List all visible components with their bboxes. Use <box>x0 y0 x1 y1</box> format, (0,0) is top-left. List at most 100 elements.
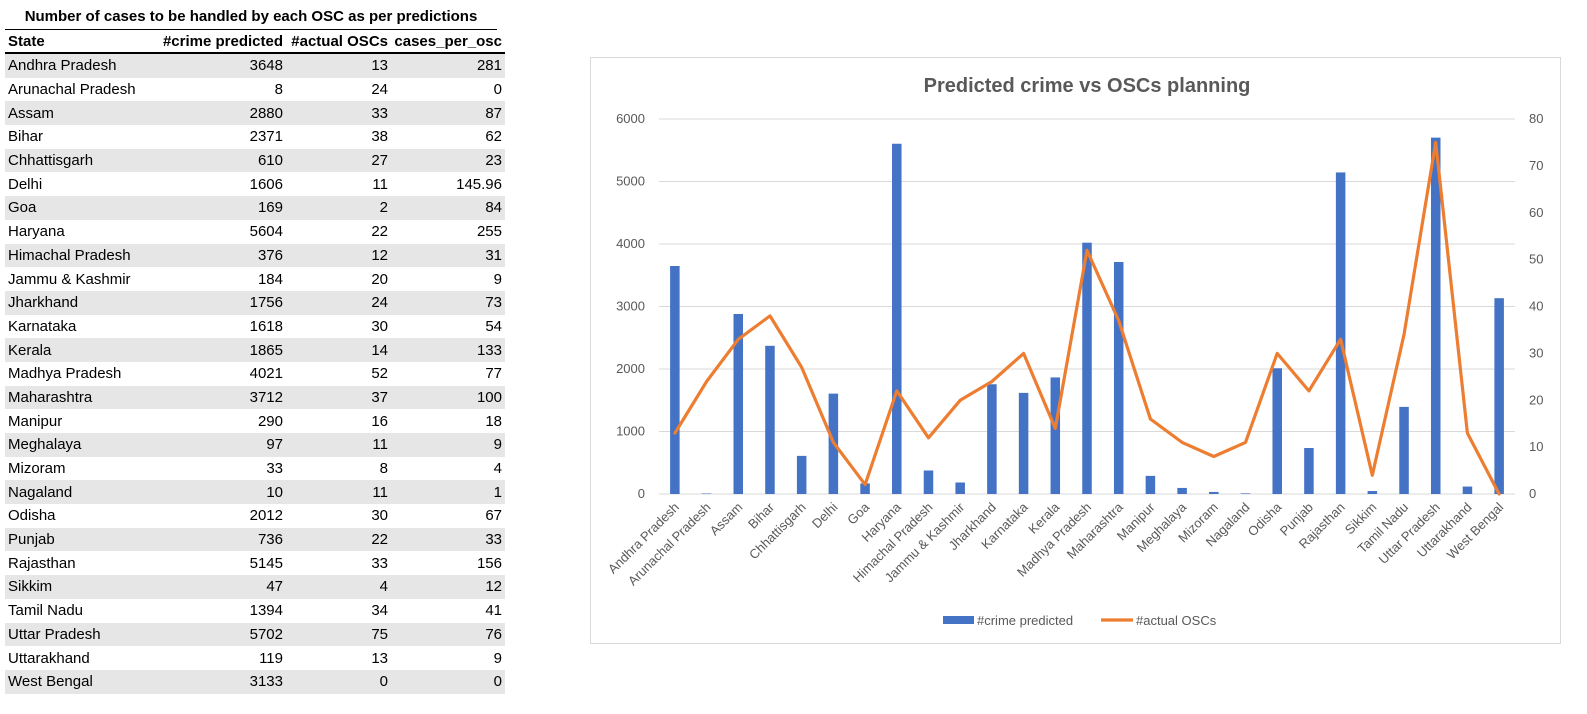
cell-cases-per-osc: 18 <box>485 412 502 430</box>
table-row: Mizoram 33 8 4 <box>5 457 505 481</box>
cell-crime-predicted: 290 <box>257 412 283 430</box>
cell-actual-oscs: 52 <box>371 365 388 383</box>
table-row: Meghalaya 97 11 9 <box>5 433 505 457</box>
cell-cases-per-osc: 4 <box>493 460 502 478</box>
cases-table: State #crime predicted #actual OSCs case… <box>5 30 505 694</box>
cell-state: Rajasthan <box>8 554 76 572</box>
cell-crime-predicted: 2371 <box>249 128 283 146</box>
table-row: Delhi 1606 11 145.96 <box>5 172 505 196</box>
y2-axis-tick-label: 20 <box>1529 392 1543 407</box>
cell-crime-predicted: 97 <box>152 433 286 457</box>
y-axis-tick-label: 2000 <box>616 361 645 376</box>
cell-crime-predicted: 3712 <box>152 385 286 410</box>
cell-cases-per-osc: 12 <box>391 575 505 599</box>
cell-cases-per-osc: 9 <box>391 433 505 457</box>
cell-crime-predicted: 119 <box>259 649 283 667</box>
cell-state: Uttarakhand <box>8 649 90 667</box>
y-axis-tick-label: 5000 <box>616 174 645 189</box>
cell-crime-predicted: 1756 <box>152 290 286 315</box>
cell-state: Madhya Pradesh <box>8 365 122 383</box>
cell-state: Haryana <box>8 223 65 241</box>
table-title: Number of cases to be handled by each OS… <box>5 5 497 30</box>
bar <box>1494 298 1504 494</box>
cell-actual-oscs: 12 <box>286 243 391 268</box>
cell-actual-oscs: 34 <box>371 602 388 620</box>
y2-axis-tick-label: 60 <box>1529 205 1543 220</box>
bar <box>733 314 744 494</box>
cell-cases-per-osc: 76 <box>391 622 505 647</box>
table-row: Uttarakhand 119 13 9 <box>5 646 505 670</box>
cell-state: Goa <box>5 196 152 220</box>
bar <box>670 266 680 494</box>
cell-cases-per-osc: 133 <box>391 338 505 362</box>
line-series <box>673 140 1501 496</box>
bar <box>955 482 965 494</box>
chart-title: Predicted crime vs OSCs planning <box>924 75 1251 97</box>
cell-actual-oscs: 11 <box>286 433 391 457</box>
cell-actual-oscs: 37 <box>286 385 391 410</box>
cell-state: Chhattisgarh <box>5 148 152 173</box>
cell-actual-oscs: 33 <box>286 101 391 126</box>
cell-crime-predicted: 1606 <box>249 175 283 193</box>
cell-state: Jharkhand <box>5 290 152 315</box>
bar <box>701 493 712 494</box>
cell-actual-oscs: 24 <box>371 81 388 99</box>
header-crime-predicted: #crime predicted <box>152 30 286 54</box>
y2-axis-tick-label: 0 <box>1529 486 1536 501</box>
cell-state: Odisha <box>8 507 56 525</box>
cell-cases-per-osc: 31 <box>391 243 505 268</box>
cell-state: Tamil Nadu <box>8 602 84 620</box>
cell-crime-predicted: 33 <box>266 460 283 478</box>
y2-axis-tick-label: 10 <box>1529 439 1543 454</box>
table-row: Karnataka 1618 30 54 <box>5 315 505 339</box>
cell-crime-predicted: 8 <box>274 81 283 99</box>
cell-actual-oscs: 33 <box>371 554 388 572</box>
cell-crime-predicted: 169 <box>152 196 286 220</box>
legend-label-crime: #crime predicted <box>977 613 1073 628</box>
cell-state: Kerala <box>5 338 152 362</box>
bar <box>892 143 902 494</box>
table-row: Arunachal Pradesh 8 24 0 <box>5 78 505 102</box>
bar <box>1177 487 1187 494</box>
cell-actual-oscs: 22 <box>371 223 388 241</box>
table-header-row: State #crime predicted #actual OSCs case… <box>5 30 505 54</box>
cell-state: Assam <box>5 101 152 126</box>
chart-area: Predicted crime vs OSCs planning 0 1000 200… <box>590 57 1561 644</box>
table-row: Punjab 736 22 33 <box>5 527 505 552</box>
table-row: Bihar 2371 38 62 <box>5 125 505 149</box>
cases-table-panel: Number of cases to be handled by each OS… <box>5 5 505 694</box>
cell-actual-oscs: 20 <box>371 270 388 288</box>
table-row: West Bengal 3133 0 0 <box>5 669 505 694</box>
cell-state: Manipur <box>8 412 63 430</box>
bar <box>1050 377 1061 494</box>
table-row: Jharkhand 1756 24 73 <box>5 290 505 315</box>
bar <box>1018 392 1029 494</box>
cell-state: Nagaland <box>5 480 152 505</box>
cell-state: Sikkim <box>5 575 152 599</box>
table-row: Himachal Pradesh 376 12 31 <box>5 243 505 268</box>
cell-cases-per-osc: 73 <box>391 290 505 315</box>
cell-cases-per-osc: 9 <box>493 649 502 667</box>
table-body: Andhra Pradesh 3648 13 281 Arunachal Pradesh… <box>5 53 505 694</box>
cell-crime-predicted: 47 <box>152 575 286 599</box>
cell-cases-per-osc: 156 <box>476 554 502 572</box>
bar <box>1082 242 1092 494</box>
cell-cases-per-osc: 54 <box>485 317 502 335</box>
bar <box>1462 486 1473 494</box>
legend-swatch-crime <box>943 616 974 624</box>
cell-cases-per-osc: 100 <box>391 385 505 410</box>
cell-state: Maharashtra <box>5 385 152 410</box>
bar <box>1367 491 1378 494</box>
bar <box>1240 493 1251 494</box>
cell-crime-predicted: 1618 <box>249 317 283 335</box>
cell-cases-per-osc: 255 <box>476 223 502 241</box>
y2-axis-tick-label: 40 <box>1529 299 1543 314</box>
cell-crime-predicted: 10 <box>152 480 286 505</box>
y2-axis-tick-label: 80 <box>1529 111 1543 126</box>
table-row: Tamil Nadu 1394 34 41 <box>5 599 505 623</box>
cell-crime-predicted: 1394 <box>249 602 283 620</box>
cell-actual-oscs: 75 <box>286 622 391 647</box>
y2-axis-tick-label: 50 <box>1529 252 1543 267</box>
cell-cases-per-osc: 0 <box>391 669 505 694</box>
cell-cases-per-osc: 145.96 <box>456 175 502 193</box>
